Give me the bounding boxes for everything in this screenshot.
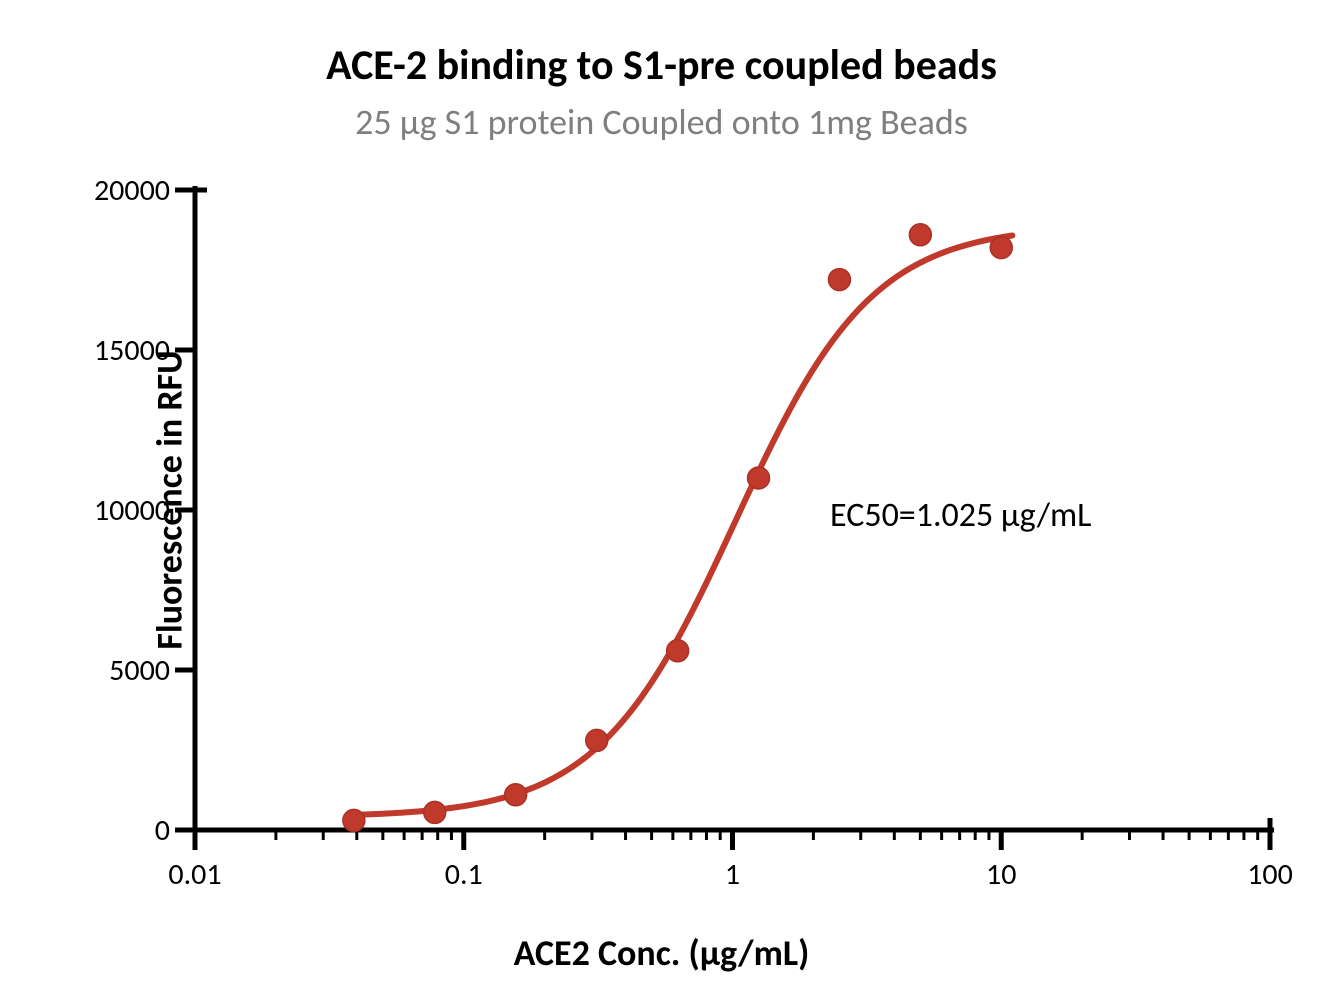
y-tick-label: 0 bbox=[60, 812, 170, 849]
y-tick-label: 20000 bbox=[60, 172, 170, 209]
x-tick-label: 0.01 bbox=[135, 856, 255, 893]
y-tick-label: 15000 bbox=[60, 332, 170, 369]
plot-svg bbox=[0, 0, 1323, 1005]
data-points bbox=[343, 224, 1012, 832]
x-tick-label: 100 bbox=[1210, 856, 1323, 893]
x-tick-label: 0.1 bbox=[404, 856, 524, 893]
x-tick-label: 10 bbox=[941, 856, 1061, 893]
x-tick-label: 1 bbox=[673, 856, 793, 893]
fit-curve bbox=[348, 235, 1013, 815]
y-tick-label: 10000 bbox=[60, 492, 170, 529]
y-tick-label: 5000 bbox=[60, 652, 170, 689]
chart-container: ACE-2 binding to S1-pre coupled beads 25… bbox=[0, 0, 1323, 1005]
